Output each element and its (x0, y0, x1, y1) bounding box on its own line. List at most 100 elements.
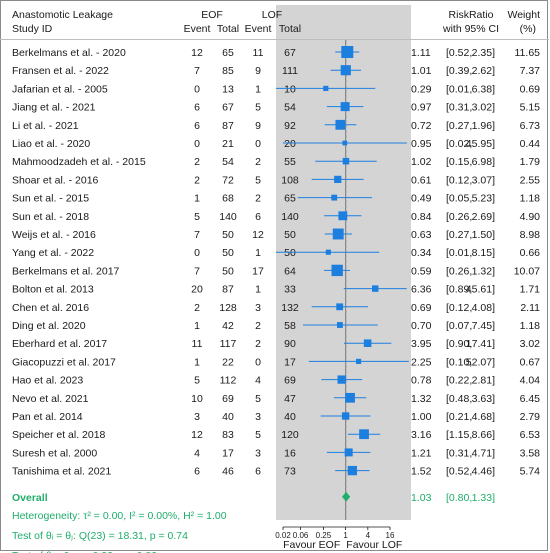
study-risk-ratio: 0.97 (411, 102, 432, 114)
study-event-eof: 10 (191, 393, 203, 405)
study-ci-upper: 4.71] (472, 447, 495, 459)
study-ci-upper: 4.08] (472, 302, 495, 314)
study-weight: 1.18 (520, 320, 541, 332)
study-ci-lower: [0.12, (446, 302, 472, 314)
study-total-eof: 87 (222, 284, 234, 296)
study-effect-marker (335, 119, 346, 130)
study-ci-upper: 2.81] (472, 375, 495, 387)
study-name: Liao et al. - 2020 (12, 138, 90, 150)
study-event-lof: 5 (255, 102, 261, 114)
study-total-lof: 33 (284, 284, 296, 296)
study-event-eof: 7 (194, 265, 200, 277)
header-effect-line1: RiskRatio (449, 9, 494, 21)
study-ci-upper: 45.61] (466, 284, 495, 296)
study-total-eof: 17 (222, 447, 234, 459)
study-risk-ratio: 2.25 (411, 356, 432, 368)
study-effect-marker (344, 448, 353, 457)
study-ci-upper: 6.38] (472, 83, 495, 95)
study-name: Fransen et al. - 2022 (12, 65, 109, 77)
study-weight: 2.55 (520, 174, 541, 186)
study-event-eof: 7 (194, 229, 200, 241)
study-total-eof: 54 (222, 156, 234, 168)
x-tick-label: 0.02 (275, 531, 291, 540)
study-risk-ratio: 3.95 (411, 338, 432, 350)
study-total-lof: 65 (284, 193, 296, 205)
study-name: Berkelmans et al. - 2020 (12, 47, 126, 59)
study-event-lof: 6 (255, 466, 261, 478)
study-weight: 1.79 (520, 156, 541, 168)
study-total-eof: 22 (222, 356, 234, 368)
study-total-eof: 50 (222, 247, 234, 259)
study-name: Tanishima et al. 2021 (12, 466, 111, 478)
study-total-eof: 112 (220, 375, 237, 387)
study-ci-lower: [0.07, (446, 320, 472, 332)
study-total-lof: 132 (281, 302, 299, 314)
study-weight: 3.58 (520, 447, 541, 459)
study-event-lof: 9 (255, 120, 261, 132)
study-total-lof: 108 (281, 174, 299, 186)
study-event-lof: 0 (255, 138, 261, 150)
study-ci-upper: 52.07] (466, 356, 495, 368)
study-weight: 1.71 (520, 284, 541, 296)
study-event-lof: 2 (255, 156, 261, 168)
study-ci-lower: [0.27, (446, 229, 472, 241)
study-risk-ratio: 0.34 (411, 247, 432, 259)
study-effect-marker (340, 102, 350, 112)
study-ci-lower: [0.52, (446, 47, 472, 59)
study-name: Sun et al. - 2018 (12, 211, 89, 223)
study-weight: 10.07 (514, 265, 540, 277)
study-ci-upper: 5.23] (472, 193, 495, 205)
study-ci-upper: 6.98] (472, 156, 495, 168)
study-event-lof: 4 (255, 375, 261, 387)
study-event-lof: 5 (255, 174, 261, 186)
study-risk-ratio: 1.32 (411, 393, 432, 405)
study-total-lof: 50 (284, 247, 296, 259)
study-effect-marker (341, 46, 354, 58)
header-event-2: Event (245, 23, 272, 35)
study-ci-lower: [0.12, (446, 174, 472, 186)
study-effect-marker (340, 65, 351, 76)
study-ci-lower: [0.31, (446, 447, 472, 459)
header-total-2: Total (279, 23, 301, 35)
study-effect-marker (334, 175, 342, 184)
study-event-eof: 1 (194, 356, 200, 368)
study-total-lof: 50 (284, 229, 296, 241)
study-weight: 3.02 (520, 338, 541, 350)
study-weight: 1.18 (520, 193, 541, 205)
study-ci-upper: 8.66] (472, 429, 495, 441)
study-ci-upper: 1.32] (472, 265, 495, 277)
study-event-eof: 6 (194, 466, 200, 478)
study-total-lof: 55 (284, 156, 296, 168)
study-name: Yang et al. - 2022 (12, 247, 94, 259)
study-event-eof: 5 (194, 211, 200, 223)
study-event-lof: 1 (255, 247, 261, 259)
study-ci-lower: [0.39, (446, 65, 472, 77)
study-ci-upper: 2.69] (472, 211, 495, 223)
header-group2: LOF (262, 9, 282, 21)
study-ci-upper: 1.96] (472, 120, 495, 132)
study-name: Chen et al. 2016 (12, 302, 89, 314)
study-weight: 0.67 (520, 356, 541, 368)
study-total-eof: 68 (222, 193, 234, 205)
study-weight: 5.74 (520, 466, 541, 478)
study-total-eof: 21 (222, 138, 234, 150)
study-ci-lower: [0.02, (446, 138, 472, 150)
study-risk-ratio: 1.01 (411, 65, 432, 77)
study-total-eof: 67 (222, 102, 234, 114)
study-event-lof: 2 (255, 193, 261, 205)
study-total-lof: 69 (284, 375, 296, 387)
study-risk-ratio: 0.84 (411, 211, 432, 223)
study-weight: 8.98 (520, 229, 541, 241)
study-event-lof: 9 (255, 65, 261, 77)
x-tick-label: 0.25 (316, 531, 332, 540)
study-name: Eberhard et al. 2017 (12, 338, 107, 350)
study-weight: 0.69 (520, 83, 541, 95)
study-risk-ratio: 0.95 (411, 138, 432, 150)
study-total-eof: 42 (222, 320, 234, 332)
study-risk-ratio: 0.29 (411, 83, 432, 95)
study-risk-ratio: 0.72 (411, 120, 432, 132)
study-ci-lower: [0.48, (446, 393, 472, 405)
study-total-lof: 73 (284, 466, 296, 478)
study-effect-marker (342, 157, 350, 165)
study-ci-upper: 4.68] (472, 411, 495, 423)
